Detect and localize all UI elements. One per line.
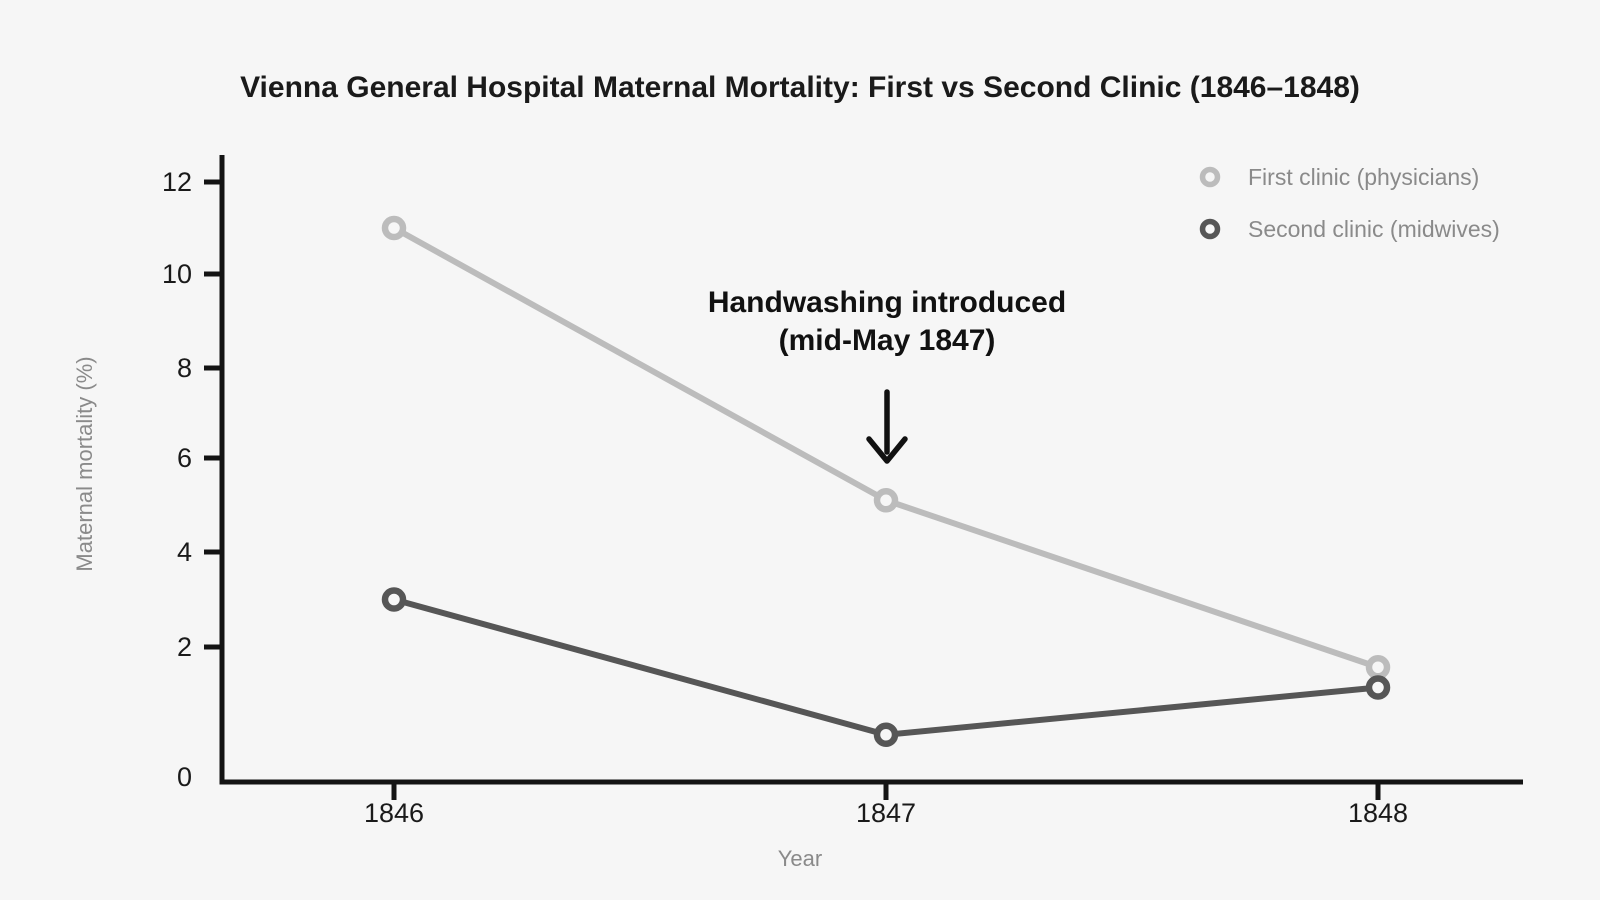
axis-spines (219, 155, 1523, 785)
down-arrow-icon (866, 389, 908, 464)
data-point-second-clinic-1848 (1365, 675, 1391, 700)
chart-title: Vienna General Hospital Maternal Mortali… (240, 71, 1360, 104)
y-tick-label: 10 (162, 259, 192, 289)
x-tick-labels: 1846 1847 1848 (364, 798, 1408, 828)
data-point-first-clinic-1846 (381, 215, 407, 241)
y-tick-label: 8 (177, 353, 192, 383)
legend-label-second-clinic: Second clinic (midwives) (1248, 216, 1500, 242)
x-axis-label: Year (778, 846, 822, 871)
y-axis-label: Maternal mortality (%) (72, 356, 97, 571)
y-ticks (204, 179, 220, 650)
y-tick-label: 6 (177, 443, 192, 473)
annotation-text-line2: (mid-May 1847) (779, 324, 996, 357)
x-tick-label: 1848 (1348, 798, 1408, 828)
data-point-second-clinic-1846 (381, 587, 407, 612)
legend: First clinic (physicians) Second clinic … (1199, 164, 1500, 242)
x-tick-label: 1847 (856, 798, 916, 828)
data-point-second-clinic-1847 (873, 722, 899, 747)
y-tick-label: 12 (162, 167, 192, 197)
legend-marker-first-clinic-icon (1199, 166, 1221, 188)
legend-marker-second-clinic-icon (1199, 218, 1221, 240)
series-layer (381, 215, 1391, 747)
y-tick-labels: 0 2 4 6 8 10 12 (162, 167, 192, 792)
y-tick-label: 0 (177, 762, 192, 792)
x-ticks (391, 784, 1381, 800)
y-tick-label: 4 (177, 537, 192, 567)
y-tick-label: 2 (177, 632, 192, 662)
data-point-first-clinic-1847 (873, 488, 899, 513)
legend-label-first-clinic: First clinic (physicians) (1248, 164, 1479, 190)
annotation: Handwashing introduced (mid-May 1847) (708, 286, 1066, 464)
x-tick-label: 1846 (364, 798, 424, 828)
annotation-text-line1: Handwashing introduced (708, 286, 1066, 319)
data-point-first-clinic-1848 (1365, 655, 1391, 680)
